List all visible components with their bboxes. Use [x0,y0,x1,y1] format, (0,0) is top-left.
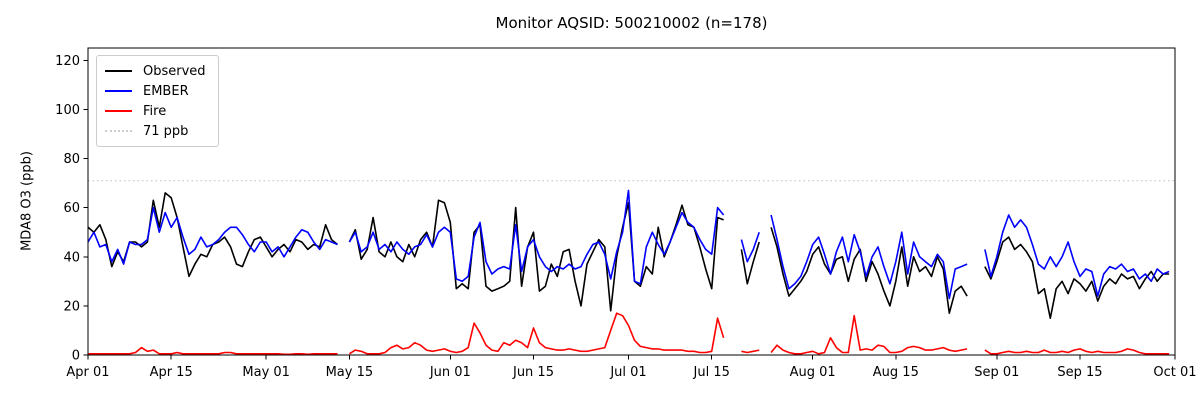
legend-label: Fire [143,103,167,119]
y-tick-label: 80 [63,152,80,167]
fire-line [348,312,725,355]
fire-line [741,349,760,354]
fire-line [984,348,1170,355]
x-tick-label: Jul 01 [609,365,646,380]
x-tick-label: Oct 01 [1153,365,1196,380]
legend-item-ember: EMBER [105,81,206,101]
x-tick-label: Apr 01 [66,365,109,380]
observed-line [984,236,1170,320]
x-tick-label: May 15 [326,365,374,380]
legend-label: EMBER [143,83,189,99]
fire-line [88,346,338,356]
x-tick-label: Aug 01 [790,365,836,380]
observed-line-swatch-icon [105,70,132,72]
y-tick-label: 40 [63,250,80,265]
y-tick-label: 60 [63,201,80,216]
x-tick-label: Apr 15 [150,365,193,380]
y-tick-label: 100 [55,103,80,118]
x-tick-label: Sep 15 [1057,365,1102,380]
legend-label: Observed [143,63,206,79]
ember-line [740,231,760,263]
axes-frame [87,47,1176,356]
x-tick-label: Jun 01 [429,365,471,380]
x-tick-label: Jul 15 [693,365,730,380]
x-tick-label: Jun 15 [512,365,554,380]
ember-line [87,206,338,265]
ember-line [770,214,968,300]
observed-line [770,227,968,315]
y-tick-label: 0 [72,349,80,364]
legend-item-fire: Fire [105,101,206,121]
observed-line [740,241,760,285]
x-tick-label: Aug 15 [873,365,919,380]
legend-item-threshold: 71 ppb [105,121,206,141]
threshold-line-swatch-icon [105,130,132,132]
x-tick-label: Sep 01 [974,365,1019,380]
ember-line [348,189,725,285]
legend-item-observed: Observed [105,61,206,81]
x-tick-label: May 01 [242,365,290,380]
y-tick-label: 20 [63,299,80,314]
legend: Observed EMBER Fire 71 ppb [96,55,219,147]
ember-line-swatch-icon [105,90,132,92]
fire-line [770,314,968,355]
fire-line-swatch-icon [105,110,132,112]
chart-title: Monitor AQSID: 500210002 (n=178) [495,14,768,32]
observed-line [348,199,724,312]
legend-label: 71 ppb [143,123,189,139]
ember-line [984,214,1170,297]
y-tick-label: 120 [55,54,80,69]
observed-line [87,192,339,278]
